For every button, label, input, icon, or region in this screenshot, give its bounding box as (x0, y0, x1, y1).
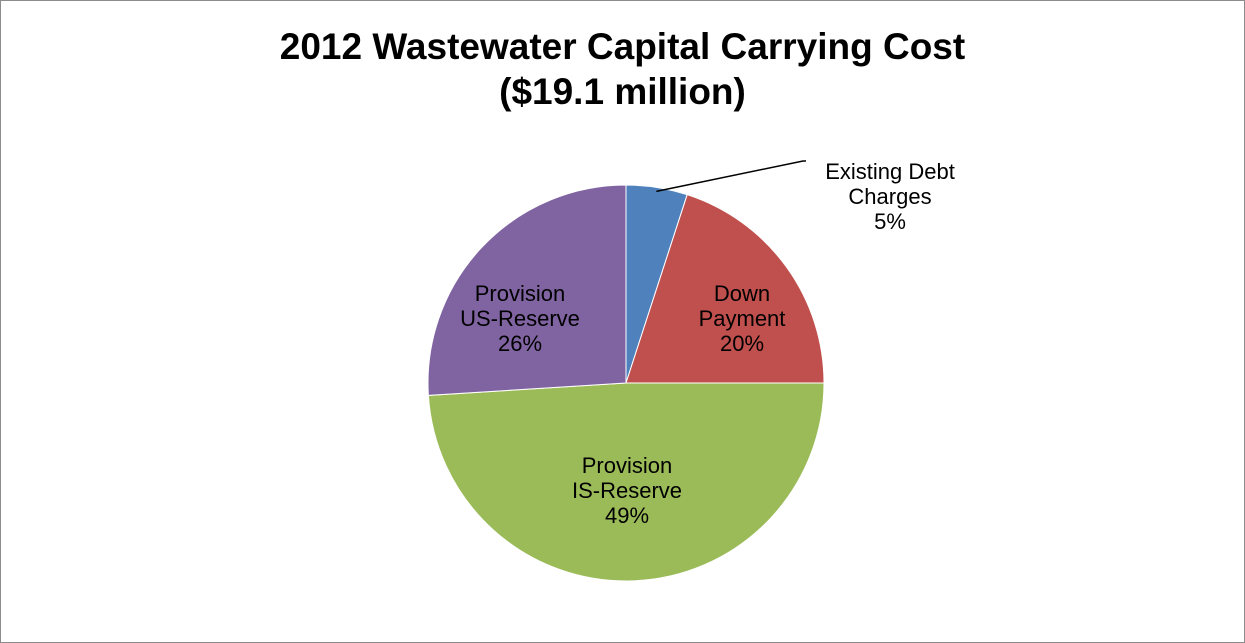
slice-label-2-line-2: Payment (699, 306, 786, 331)
slice-label-3-line-1: Provision (582, 453, 672, 478)
leader-lines (656, 161, 806, 191)
slice-label-4-line-2: US-Reserve (460, 306, 580, 331)
slice-label-2-line-1: Down (714, 281, 770, 306)
slice-label-1-line-2: Charges (848, 184, 931, 209)
slice-label-4-line-3: 26% (498, 331, 542, 356)
leader-line-1 (656, 161, 806, 191)
slice-label-3-line-2: IS-Reserve (572, 478, 682, 503)
slice-label-3-line-3: 49% (605, 503, 649, 528)
slice-label-1-line-1: Existing Debt (825, 159, 955, 184)
slice-label-2-line-3: 20% (720, 331, 764, 356)
slice-label-1-line-3: 5% (874, 209, 906, 234)
slice-label-4-line-1: Provision (475, 281, 565, 306)
